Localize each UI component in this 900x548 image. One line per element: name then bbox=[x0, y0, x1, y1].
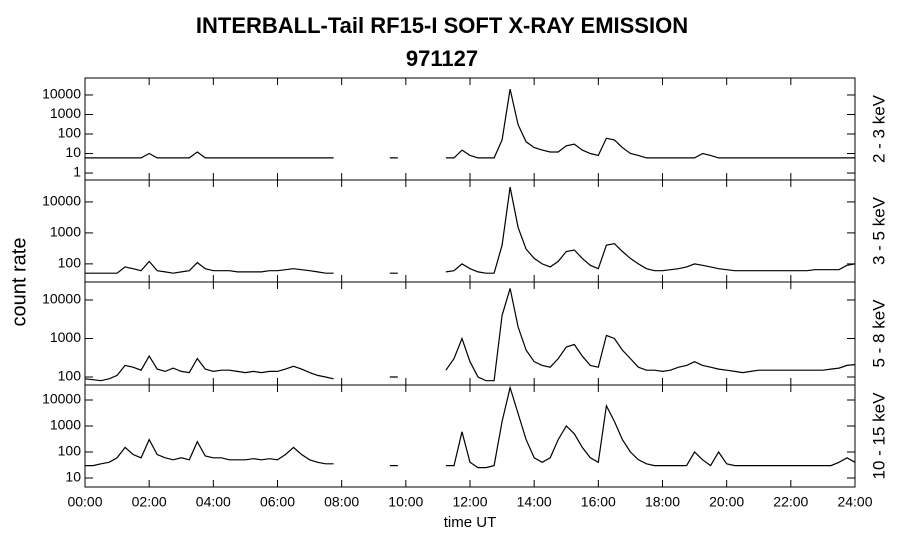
panel-frame bbox=[84, 179, 856, 283]
x-tick-label: 12:00 bbox=[452, 494, 487, 510]
y-tick-label: 10000 bbox=[42, 86, 81, 102]
x-tick-label: 16:00 bbox=[581, 494, 616, 510]
y-tick-label: 1000 bbox=[50, 105, 81, 121]
y-tick-label: 1000 bbox=[50, 224, 81, 240]
panel-frame bbox=[84, 384, 856, 488]
panel-label: 5 - 8 keV bbox=[869, 299, 888, 368]
x-tick-label: 04:00 bbox=[196, 494, 231, 510]
x-tick-label: 08:00 bbox=[324, 494, 359, 510]
y-tick-label: 10 bbox=[65, 469, 81, 485]
y-tick-label: 100 bbox=[58, 125, 82, 141]
panel-frame bbox=[84, 77, 856, 181]
y-tick-label: 10000 bbox=[42, 193, 81, 209]
y-tick-label: 10000 bbox=[42, 291, 81, 307]
y-tick-label: 10 bbox=[65, 144, 81, 160]
x-tick-label: 18:00 bbox=[645, 494, 680, 510]
x-tick-label: 22:00 bbox=[773, 494, 808, 510]
y-tick-label: 100 bbox=[58, 443, 82, 459]
x-tick-label: 14:00 bbox=[517, 494, 552, 510]
series-line bbox=[85, 186, 856, 274]
chart-title: INTERBALL-Tail RF15-I SOFT X-RAY EMISSIO… bbox=[196, 13, 688, 38]
x-tick-label: 24:00 bbox=[837, 494, 872, 510]
chart-subtitle: 971127 bbox=[406, 46, 478, 71]
series-line bbox=[85, 385, 856, 469]
x-tick-label: 02:00 bbox=[132, 494, 167, 510]
y-tick-label: 1 bbox=[73, 164, 81, 180]
panel-frame bbox=[84, 281, 856, 386]
y-tick-label: 100 bbox=[58, 368, 82, 384]
panel-label: 3 - 5 keV bbox=[869, 196, 888, 265]
panel-label: 10 - 15 keV bbox=[869, 392, 888, 480]
x-tick-label: 00:00 bbox=[67, 494, 102, 510]
y-tick-label: 1000 bbox=[50, 417, 81, 433]
y-axis-label: count rate bbox=[8, 238, 30, 327]
series-line bbox=[85, 88, 855, 159]
x-tick-label: 20:00 bbox=[709, 494, 744, 510]
x-tick-label: 10:00 bbox=[388, 494, 423, 510]
y-tick-label: 100 bbox=[58, 255, 82, 271]
y-tick-label: 10000 bbox=[42, 391, 81, 407]
x-axis-label: time UT bbox=[444, 514, 497, 531]
x-tick-label: 06:00 bbox=[260, 494, 295, 510]
series-line bbox=[84, 288, 856, 382]
panel-label: 2 - 3 keV bbox=[869, 94, 888, 163]
y-tick-label: 1000 bbox=[50, 329, 81, 345]
